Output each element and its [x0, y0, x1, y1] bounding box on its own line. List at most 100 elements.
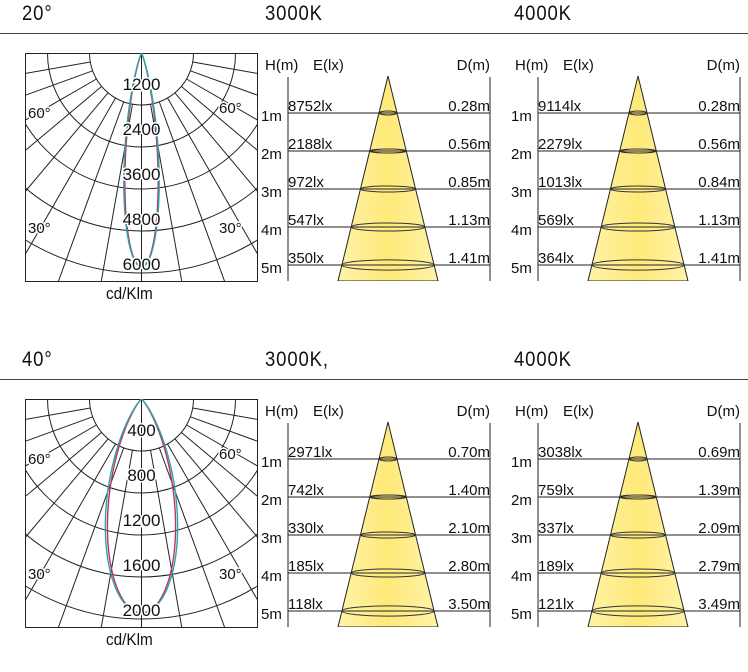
diameter-value: 0.28m [698, 98, 740, 115]
ring-value-label: 1200 [123, 511, 161, 530]
diameter-column-header: D(m) [457, 57, 490, 74]
grid-spoke [181, 86, 258, 152]
beam-ellipse [369, 494, 407, 500]
intensity-curve-c90 [104, 399, 179, 614]
height-value: 5m [261, 606, 282, 623]
light-cone [587, 75, 689, 281]
grid-spoke [25, 92, 109, 193]
beam-ellipse [600, 222, 676, 232]
diameter-column-header: D(m) [457, 403, 490, 420]
height-value: 2m [261, 492, 282, 509]
grid-spoke [181, 432, 258, 498]
height-value: 3m [261, 184, 282, 201]
beam-ellipse [378, 456, 398, 462]
beam-ellipse [628, 456, 648, 462]
diameter-value: 1.39m [698, 482, 740, 499]
illuminance-value: 189lx [538, 558, 574, 575]
beam-ellipse [378, 110, 398, 116]
illuminance-cone-svg: H(m) E(lx) D(m) 1m 8752lx 0.28m 2m 2188lx 0.56m 3… [261, 57, 491, 281]
illuminance-value: 2971lx [288, 444, 333, 461]
beam-ellipse [341, 605, 435, 617]
illuminance-value: 8752lx [288, 98, 333, 115]
grid-spoke [57, 447, 125, 628]
diameter-value: 1.13m [698, 212, 740, 229]
height-column-header: H(m) [265, 403, 298, 420]
cct-title-3000k: 3000K [265, 2, 323, 25]
illuminance-cone-svg: H(m) E(lx) D(m) 1m 2971lx 0.70m 2m 742lx 1.40m 3m… [261, 403, 491, 627]
height-value: 5m [261, 260, 282, 277]
grid-spoke [192, 407, 258, 421]
diameter-value: 0.56m [448, 136, 490, 153]
height-value: 1m [261, 108, 282, 125]
ring-value-label: 400 [127, 421, 155, 440]
beam-ellipse [350, 222, 426, 232]
diameter-value: 2.09m [698, 520, 740, 537]
light-cone [337, 75, 439, 281]
light-cone [587, 421, 689, 627]
height-value: 2m [261, 146, 282, 163]
ring-value-label: 2000 [123, 601, 161, 620]
grid-spoke [158, 447, 226, 628]
diameter-value: 1.13m [448, 212, 490, 229]
angle-label-right-30: 30° [219, 220, 242, 237]
angle-label-right-30: 30° [219, 566, 242, 583]
height-value: 2m [511, 146, 532, 163]
illuminance-panel-4000k: H(m) E(lx) D(m) 1m 9114lx 0.28m 2m 2279lx 0.56m 3… [508, 53, 748, 281]
grid-spoke [190, 70, 258, 96]
grid-spoke [174, 92, 258, 193]
cct-title-4000k: 4000K [514, 348, 572, 371]
height-value: 5m [511, 260, 532, 277]
illuminance-value: 364lx [538, 250, 574, 267]
beam-angle-title: 20° [22, 2, 53, 25]
diameter-value: 0.28m [448, 98, 490, 115]
angle-label-right-60: 60° [219, 100, 242, 117]
illuminance-column-header: E(lx) [313, 403, 344, 420]
intensity-curve-c90 [123, 53, 160, 268]
beam-ellipse [359, 185, 417, 193]
illuminance-value: 118lx [288, 596, 323, 613]
grid-spoke [25, 443, 116, 602]
beam-ellipse [619, 148, 657, 154]
illuminance-value: 337lx [538, 520, 574, 537]
height-column-header: H(m) [265, 57, 298, 74]
diameter-value: 0.70m [448, 444, 490, 461]
diameter-value: 0.84m [698, 174, 740, 191]
illuminance-value: 2279lx [538, 136, 583, 153]
grid-spoke [25, 432, 102, 498]
illuminance-value: 547lx [288, 212, 324, 229]
grid-spoke [167, 97, 258, 256]
illuminance-cone-svg: H(m) E(lx) D(m) 1m 9114lx 0.28m 2m 2279lx 0.56m 3… [511, 57, 741, 281]
illuminance-value: 2188lx [288, 136, 333, 153]
diameter-value: 3.50m [448, 596, 490, 613]
grid-spoke [25, 424, 97, 467]
ring-value-label: 3600 [123, 165, 161, 184]
height-value: 3m [511, 530, 532, 547]
height-column-header: H(m) [515, 57, 548, 74]
diameter-value: 0.85m [448, 174, 490, 191]
grid-spoke [190, 416, 258, 442]
beam-ellipse [609, 531, 667, 539]
diameter-value: 3.49m [698, 596, 740, 613]
illuminance-value: 9114lx [538, 98, 582, 115]
illuminance-value: 759lx [538, 482, 574, 499]
beam-angle-title: 40° [22, 348, 53, 371]
grid-spoke [25, 78, 97, 121]
height-value: 1m [511, 454, 532, 471]
illuminance-panel-4000k: H(m) E(lx) D(m) 1m 3038lx 0.69m 2m 759lx 1.39m 3m… [508, 399, 748, 627]
illuminance-value: 185lx [288, 558, 324, 575]
angle-label-left-60: 60° [28, 105, 51, 122]
beam-section-40: 40° 3000K, 4000K 400 800 1200 1600 2000 60° 60… [0, 346, 748, 672]
height-value: 4m [261, 568, 282, 585]
header-divider [0, 33, 748, 34]
cct-title-4000k: 4000K [514, 2, 572, 25]
illuminance-cone-svg: H(m) E(lx) D(m) 1m 3038lx 0.69m 2m 759lx 1.39m 3m… [511, 403, 741, 627]
illuminance-value: 972lx [288, 174, 324, 191]
angle-label-right-60: 60° [219, 446, 242, 463]
height-value: 3m [261, 530, 282, 547]
intensity-unit-label: cd/Klm [106, 284, 153, 303]
diameter-value: 1.41m [448, 250, 490, 267]
grid-spoke [25, 61, 91, 75]
angle-label-left-60: 60° [28, 451, 51, 468]
beam-ellipse [628, 110, 648, 116]
illuminance-value: 569lx [538, 212, 574, 229]
